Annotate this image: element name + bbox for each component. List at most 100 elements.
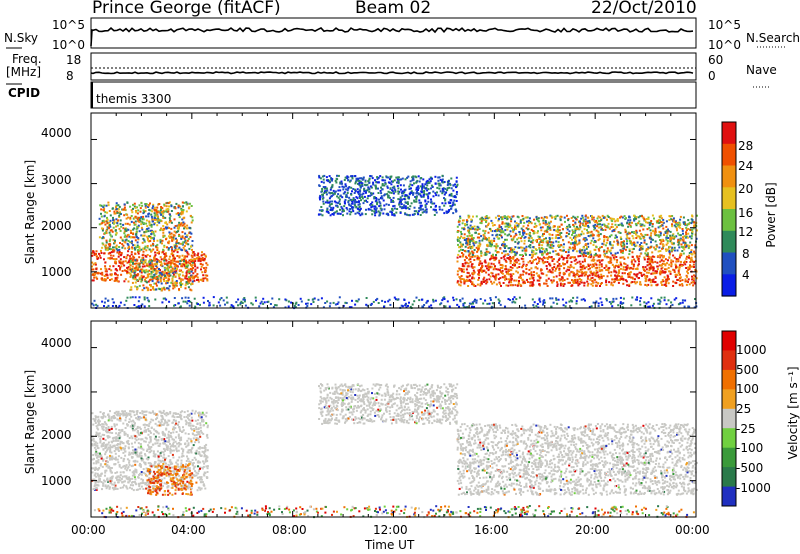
power-echo-cell (653, 217, 655, 220)
power-echo-cell (447, 181, 450, 184)
power-echo-cell (124, 260, 127, 263)
power-echo-cell (541, 235, 544, 237)
power-echo-cell (590, 270, 593, 273)
power-echo-cell (418, 193, 421, 196)
power-echo-cell (690, 235, 693, 237)
power-echo-cell (649, 222, 652, 225)
power-echo-cell (346, 212, 349, 215)
power-echo-cell (323, 187, 326, 190)
power-echo-cell (500, 216, 503, 219)
power-echo-cell (619, 232, 622, 234)
power-echo-cell (339, 189, 342, 192)
power-echo-cell (646, 284, 648, 287)
power-echo-cell (553, 266, 556, 269)
power-echo-cell (525, 249, 528, 252)
power-echo-cell (100, 204, 103, 207)
power-echo-cell (665, 285, 668, 287)
power-echo-cell (399, 196, 402, 199)
power-echo-cell (645, 221, 647, 224)
power-echo-cell (201, 279, 204, 282)
power-echo-cell (681, 228, 684, 230)
power-echo-cell (512, 230, 515, 233)
power-echo-cell (489, 243, 492, 245)
power-echo-cell (638, 277, 640, 279)
power-echo-cell (529, 281, 532, 284)
power-echo-cell (386, 186, 389, 189)
power-echo-cell (417, 185, 420, 188)
power-echo-cell (197, 252, 200, 255)
power-echo-cell (343, 179, 346, 181)
power-echo-cell (672, 236, 675, 239)
power-echo-cell (491, 230, 494, 233)
power-echo-cell (130, 253, 133, 256)
power-echo-cell (493, 281, 496, 284)
power-echo-cell (328, 180, 331, 183)
power-echo-cell (538, 223, 541, 226)
power-echo-cell (189, 264, 192, 266)
power-echo-cell (158, 268, 160, 270)
power-echo-cell (128, 223, 131, 226)
power-echo-cell (404, 213, 407, 216)
power-echo-cell (577, 233, 580, 236)
power-echo-cell (459, 284, 462, 287)
power-echo-cell (527, 236, 530, 239)
power-echo-cell (626, 222, 629, 225)
power-echo-cell (515, 225, 517, 228)
power-echo-cell (104, 279, 107, 282)
power-echo-cell (138, 265, 141, 268)
power-echo-cell (119, 219, 122, 222)
power-echo-cell (147, 230, 150, 233)
power-echo-cell (278, 298, 281, 301)
power-echo-cell (411, 179, 414, 182)
power-echo-cell (391, 189, 394, 192)
power-echo-cell (185, 263, 188, 266)
power-echo-cell (358, 195, 361, 198)
power-echo-cell (531, 241, 534, 244)
power-echo-cell (611, 305, 614, 308)
power-echo-cell (509, 255, 512, 258)
power-echo-cell (585, 271, 588, 274)
power-echo-cell (598, 238, 601, 240)
power-echo-cell (581, 214, 584, 217)
power-echo-cell (369, 194, 372, 197)
power-echo-cell (383, 184, 386, 187)
power-echo-cell (586, 277, 589, 280)
power-echo-cell (517, 223, 520, 226)
power-echo-cell (665, 280, 668, 283)
power-echo-cell (351, 200, 354, 203)
power-echo-cell (145, 269, 148, 271)
power-echo-cell (628, 221, 631, 224)
power-echo-cell (159, 219, 162, 222)
power-echo-cell (661, 238, 664, 241)
power-echo-cell (419, 194, 422, 197)
power-echo-cell (504, 259, 507, 262)
power-echo-cell (509, 259, 512, 262)
power-echo-cell (514, 259, 517, 262)
power-echo-cell (653, 232, 656, 235)
power-echo-cell (483, 276, 486, 279)
power-echo-cell (201, 263, 204, 266)
power-echo-cell (368, 187, 371, 190)
power-echo-cell (344, 185, 347, 188)
power-echo-cell (363, 183, 366, 186)
power-echo-cell (528, 245, 530, 248)
power-echo-cell (374, 212, 377, 214)
power-echo-cell (183, 222, 186, 225)
power-echo-cell (505, 268, 508, 271)
power-echo-cell (693, 252, 696, 255)
power-echo-cell (557, 241, 560, 244)
power-echo-cell (645, 248, 648, 251)
power-echo-cell (455, 186, 457, 189)
power-echo-cell (126, 296, 129, 299)
power-echo-cell (172, 287, 175, 290)
power-echo-cell (543, 250, 546, 253)
power-echo-cell (589, 252, 592, 255)
power-echo-cell (563, 272, 566, 275)
power-echo-cell (638, 229, 641, 232)
power-echo-cell (130, 220, 133, 223)
power-echo-cell (501, 272, 504, 275)
power-echo-cell (616, 218, 619, 220)
power-echo-cell (557, 233, 559, 236)
power-echo-cell (118, 227, 121, 230)
power-echo-cell (574, 281, 576, 284)
